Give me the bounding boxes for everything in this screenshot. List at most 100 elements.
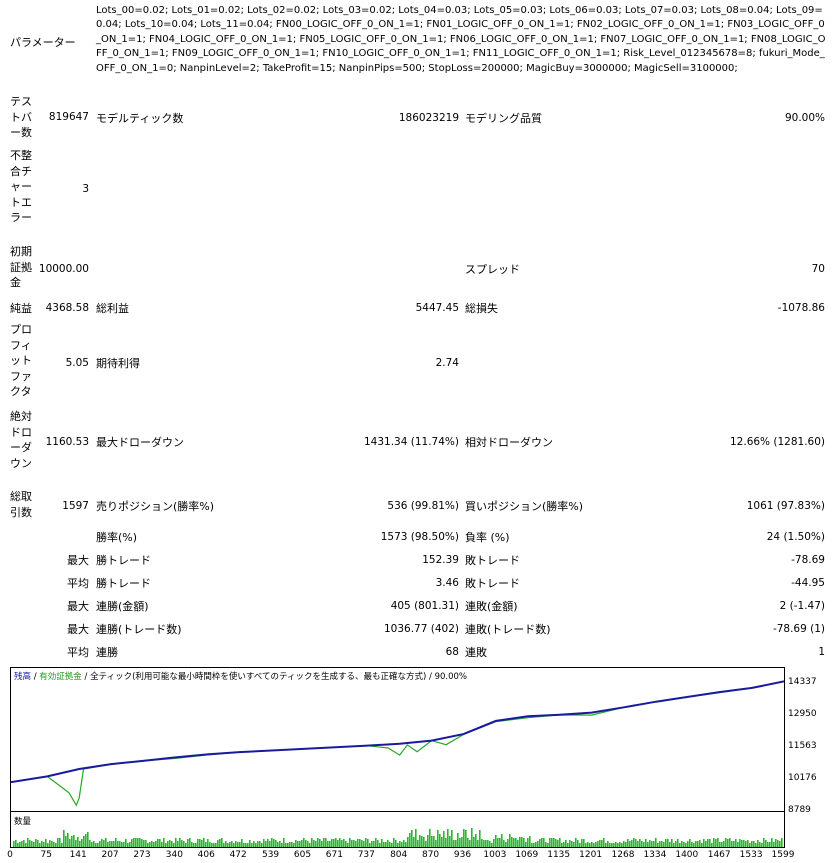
volume-bar (159, 839, 161, 847)
volume-bar (21, 841, 23, 847)
volume-bar (51, 841, 53, 847)
volume-bar (401, 842, 403, 847)
volume-bar (269, 841, 271, 847)
volume-bar (309, 843, 311, 847)
volume-bar (569, 840, 571, 847)
volume-bar (527, 838, 529, 847)
volume-bar (679, 843, 681, 847)
volume-bar (573, 842, 575, 847)
loss-rate-label: 負率 (%) (465, 531, 510, 544)
volume-bar (435, 840, 437, 847)
abs-drawdown-label: 絶対ドローダウン (10, 410, 32, 470)
volume-bar (195, 843, 197, 847)
net-profit-value: 4368.58 (45, 302, 89, 314)
volume-bar (129, 842, 131, 847)
volume-bar (255, 843, 257, 847)
volume-bar (63, 830, 65, 847)
short-positions-label: 売りポジション(勝率%) (96, 500, 215, 513)
max-consec-losses-count-label: 連敗(トレード数) (465, 623, 551, 636)
volume-bar (487, 840, 489, 847)
volume-bar (121, 842, 123, 847)
volume-bar (385, 842, 387, 847)
volume-bar (447, 829, 449, 847)
volume-bar (729, 838, 731, 847)
volume-bar (39, 843, 41, 847)
volume-bar (311, 838, 313, 847)
balance-line (11, 680, 784, 784)
volume-bar (765, 840, 767, 847)
volume-bar (95, 843, 97, 847)
volume-bar (519, 837, 521, 847)
volume-bar (711, 843, 713, 847)
volume-bar (565, 840, 567, 847)
volume-bar (407, 837, 409, 847)
volume-bar (279, 841, 281, 847)
volume-bar (759, 842, 761, 847)
volume-bar (537, 841, 539, 847)
volume-bar (579, 843, 581, 847)
volume-bar (137, 838, 139, 847)
avg-win-trade-label: 勝トレード (96, 577, 151, 590)
volume-bar (333, 839, 335, 847)
volume-bar (171, 841, 173, 847)
expected-payoff-value: 2.74 (435, 357, 459, 369)
volume-bar (329, 841, 331, 847)
volume-bar (153, 842, 155, 847)
volume-bar (287, 843, 289, 847)
volume-bar (81, 839, 83, 847)
volume-bar (209, 842, 211, 847)
volume-bar (115, 838, 117, 847)
volume-bar (161, 842, 163, 847)
volume-bar (463, 829, 465, 847)
volume-bar (103, 840, 105, 847)
volume-bar (123, 842, 125, 847)
x-tick-label: 1467 (707, 850, 731, 860)
initial-deposit-label: 初期証拠金 (10, 245, 32, 289)
volume-bar (653, 841, 655, 847)
volume-bar (677, 839, 679, 847)
volume-bar (111, 841, 113, 847)
volume-bar (29, 840, 31, 847)
volume-bar (575, 838, 577, 847)
volume-bar (581, 839, 583, 847)
volume-bar (221, 838, 223, 847)
volume-bar (41, 841, 43, 847)
volume-bar (433, 836, 435, 847)
volume-bar (243, 843, 245, 847)
volume-bar (461, 837, 463, 847)
volume-bar (85, 834, 87, 847)
volume-bar (239, 842, 241, 847)
x-tick-label: 804 (390, 850, 408, 860)
volume-bar (619, 842, 621, 847)
volume-bar (741, 840, 743, 847)
total-trades-label: 総取引数 (10, 490, 32, 519)
x-tick-label: 539 (261, 850, 280, 860)
volume-bar (167, 841, 169, 847)
volume-bar (71, 836, 73, 847)
max-consec-wins-amount-label: 連勝(金額) (96, 600, 149, 613)
volume-bar (697, 841, 699, 847)
volume-bar (585, 843, 587, 847)
volume-bar (757, 840, 759, 847)
volume-bar (395, 840, 397, 847)
volume-bar (587, 842, 589, 847)
volume-bar (305, 840, 307, 847)
volume-bar (299, 841, 301, 847)
volume-bar (689, 839, 691, 847)
volume-bar (589, 843, 591, 847)
volume-bar (437, 830, 439, 847)
legend-separator: / (426, 672, 435, 682)
volume-bar (557, 840, 559, 847)
volume-bar (507, 839, 509, 847)
volume-bar (19, 842, 21, 847)
volume-bar (283, 838, 285, 847)
volume-bar (523, 838, 525, 847)
volume-bar (379, 843, 381, 847)
volume-bar (183, 841, 185, 847)
volume-bar (419, 835, 421, 847)
volume-bar (769, 842, 771, 847)
avg-consec-wins-label: 連勝 (96, 646, 118, 659)
volume-bar (15, 840, 17, 847)
volume-bar (613, 843, 615, 847)
rel-drawdown-value: 12.66% (1281.60) (730, 436, 825, 448)
